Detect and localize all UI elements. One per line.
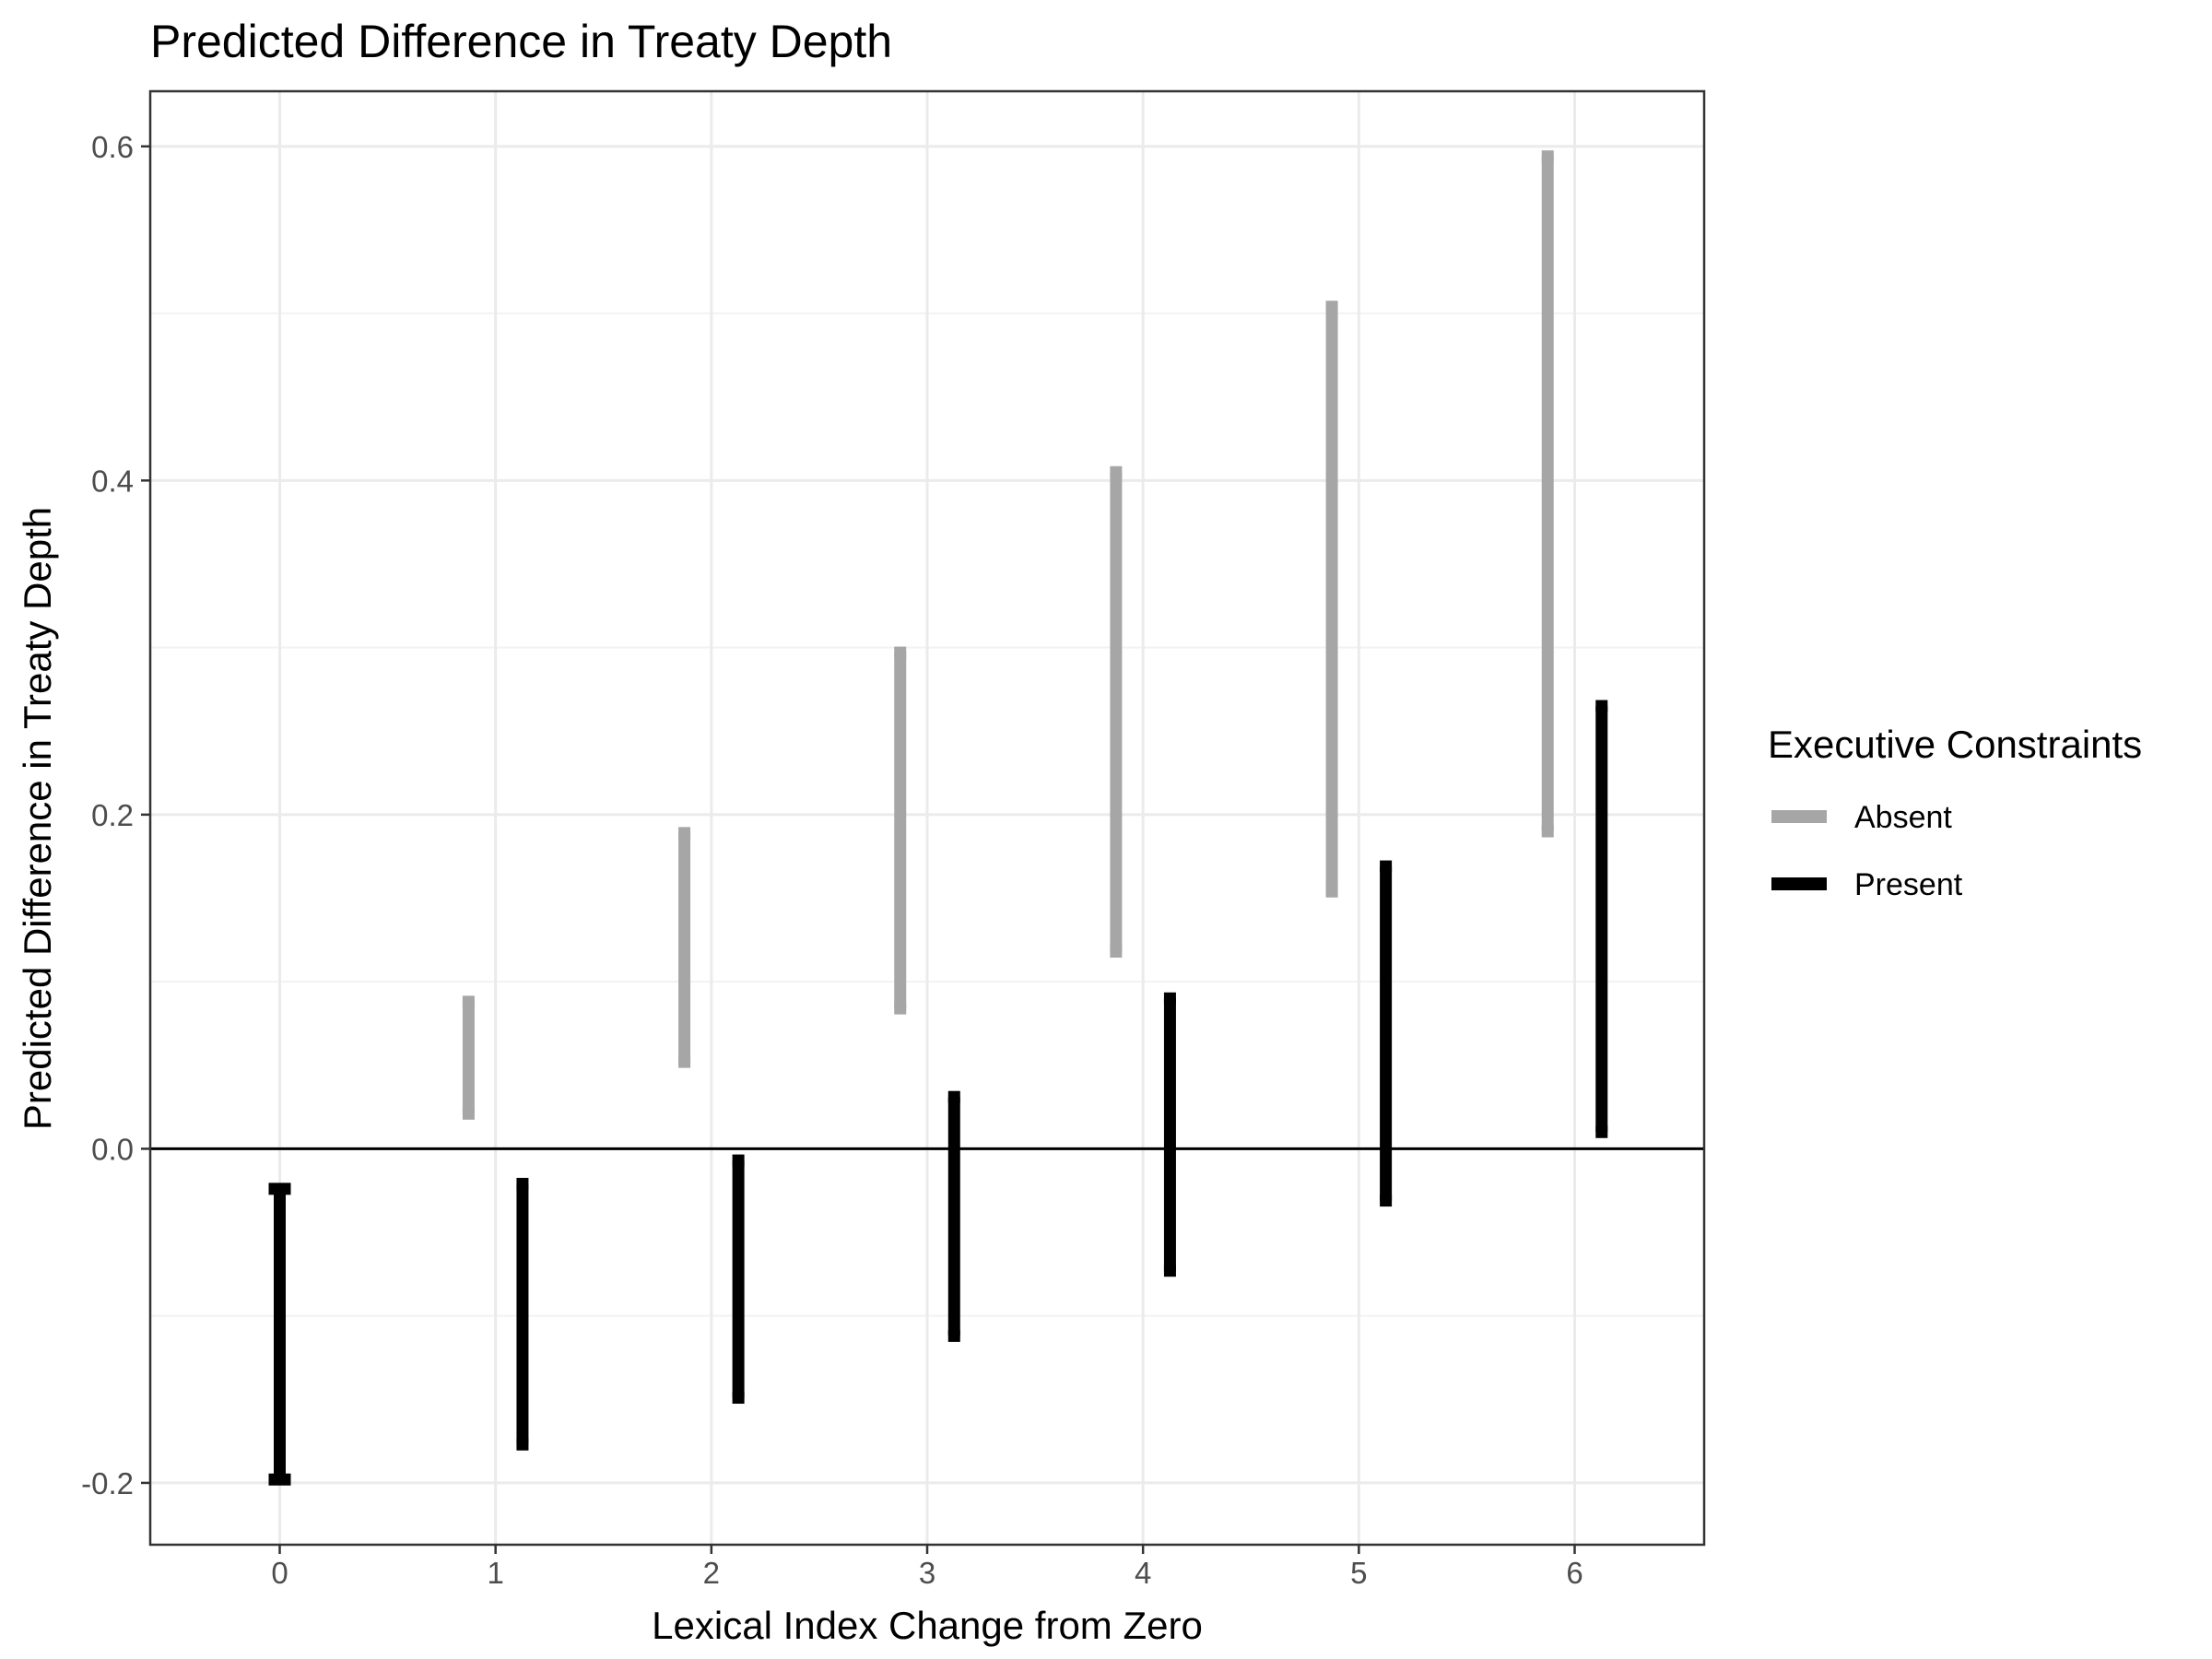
y-tick-label: 0.4 — [91, 464, 134, 498]
y-axis: -0.2 0.0 0.2 0.4 0.6 — [81, 130, 150, 1500]
y-tick-label: 0.2 — [91, 798, 134, 832]
y-axis-title: Predicted Difference in Treaty Depth — [16, 507, 59, 1130]
legend-label: Present — [1854, 867, 1963, 902]
x-tick-label: 3 — [919, 1556, 935, 1590]
x-axis: 0 1 2 3 4 5 6 — [271, 1545, 1583, 1590]
x-tick-label: 6 — [1566, 1556, 1583, 1590]
series-absent — [462, 150, 1554, 1120]
legend-item-absent: Absent — [1771, 800, 1952, 835]
chart-title: Predicted Difference in Treaty Depth — [150, 16, 892, 67]
x-axis-title: Lexical Index Change from Zero — [652, 1604, 1203, 1647]
x-tick-label: 4 — [1135, 1556, 1151, 1590]
legend: Executive Constraints Absent Present — [1768, 723, 2142, 902]
x-tick-label: 0 — [271, 1556, 288, 1590]
y-tick-label: 0.6 — [91, 130, 134, 164]
series-layer — [268, 150, 1608, 1486]
legend-label: Absent — [1854, 800, 1952, 835]
legend-title: Executive Constraints — [1768, 723, 2142, 766]
y-tick-label: 0.0 — [91, 1132, 134, 1166]
x-tick-label: 5 — [1350, 1556, 1367, 1590]
legend-items: Absent Present — [1771, 800, 1963, 902]
x-tick-label: 2 — [703, 1556, 720, 1590]
series-present — [268, 700, 1608, 1486]
y-tick-label: -0.2 — [81, 1466, 134, 1500]
x-tick-label: 1 — [487, 1556, 503, 1590]
legend-item-present: Present — [1771, 867, 1963, 902]
